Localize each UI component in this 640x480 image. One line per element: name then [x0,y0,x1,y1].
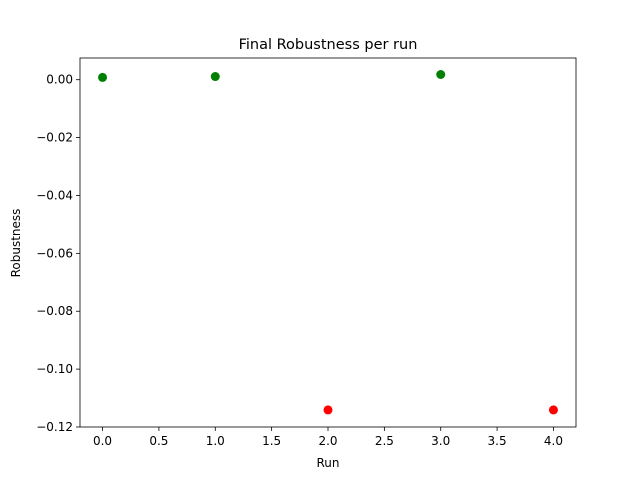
data-point-0 [98,72,108,82]
x-tick-label: 1.0 [206,434,225,448]
y-axis-label: Robustness [9,209,23,278]
y-tick-label: −0.10 [36,362,73,376]
data-point-4 [548,405,558,415]
chart-title: Final Robustness per run [239,37,418,53]
x-tick-label: 0.5 [149,434,168,448]
x-tick-label: 2.5 [375,434,394,448]
x-tick-label: 4.0 [544,434,563,448]
data-point-1 [210,72,220,82]
y-tick-label: −0.04 [36,188,73,202]
x-tick-label: 1.5 [262,434,281,448]
y-tick-label: 0.00 [46,73,73,87]
data-point-3 [436,69,446,79]
plot-frame [79,57,577,428]
x-tick-label: 0.0 [93,434,112,448]
x-tick-label: 2.0 [318,434,337,448]
plot-area: 0.0 0.5 1.0 1.5 2.0 2.5 3.0 3.5 4.0 0.00 −0.02 −0.0… [36,57,577,448]
data-point-2 [323,405,333,415]
y-tick-label: −0.08 [36,304,73,318]
x-tick-label: 3.0 [431,434,450,448]
y-tick-label: −0.12 [36,420,73,434]
x-axis-label: Run [316,456,339,470]
y-tick-label: −0.02 [36,131,73,145]
y-tick-label: −0.06 [36,246,73,260]
x-tick-label: 3.5 [488,434,507,448]
